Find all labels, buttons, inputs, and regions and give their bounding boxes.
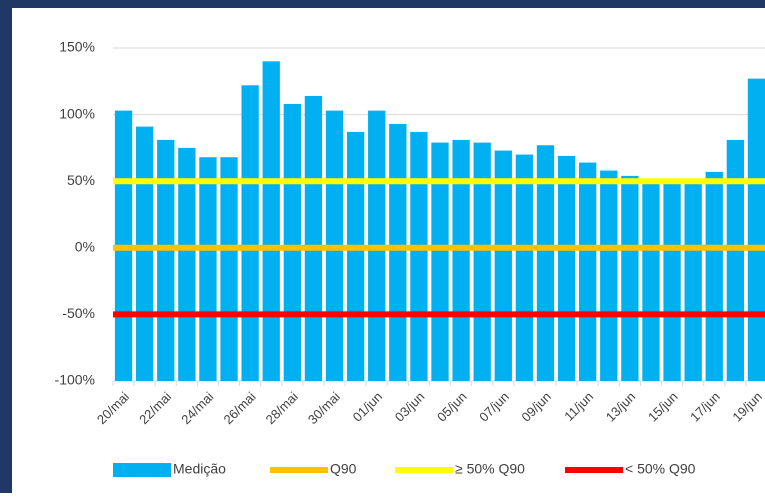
bar bbox=[684, 183, 702, 381]
bar bbox=[283, 103, 301, 381]
bar bbox=[178, 147, 196, 381]
bar bbox=[410, 131, 428, 381]
bar bbox=[663, 183, 681, 381]
bar bbox=[536, 145, 555, 381]
bar bbox=[747, 78, 765, 382]
y-tick-label: -100% bbox=[55, 372, 95, 388]
bar bbox=[473, 142, 491, 381]
bar bbox=[642, 183, 660, 381]
legend-swatch bbox=[113, 463, 171, 477]
y-tick-label: 100% bbox=[59, 105, 95, 121]
bar bbox=[494, 150, 512, 381]
y-tick-label: 0% bbox=[75, 239, 95, 255]
bar bbox=[515, 154, 534, 381]
bar bbox=[389, 123, 407, 381]
bar bbox=[452, 139, 470, 381]
bar bbox=[199, 157, 217, 381]
y-tick-label: -50% bbox=[62, 305, 95, 321]
bar bbox=[431, 142, 449, 381]
y-tick-label: 50% bbox=[67, 172, 95, 188]
bar bbox=[557, 155, 576, 381]
bar bbox=[220, 157, 238, 381]
bar bbox=[262, 61, 280, 381]
bar bbox=[600, 170, 618, 381]
bar bbox=[135, 126, 154, 381]
bar bbox=[241, 85, 259, 382]
bar bbox=[579, 162, 597, 381]
bar bbox=[346, 131, 365, 381]
bar bbox=[705, 171, 723, 381]
bar bbox=[157, 139, 175, 381]
y-tick-label: 150% bbox=[59, 39, 95, 55]
legend-label: ≥ 50% Q90 bbox=[455, 461, 525, 477]
legend-label: Q90 bbox=[330, 461, 357, 477]
bar bbox=[726, 139, 745, 381]
legend-label: Medição bbox=[173, 461, 226, 477]
legend-label: < 50% Q90 bbox=[625, 461, 696, 477]
bar bbox=[304, 95, 323, 382]
bar bbox=[621, 175, 639, 381]
